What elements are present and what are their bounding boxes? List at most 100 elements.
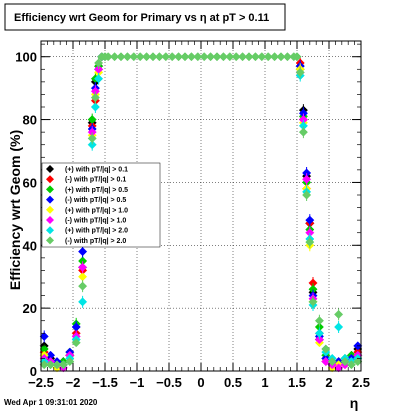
legend-marker: [46, 216, 54, 224]
data-point: [94, 74, 104, 84]
data-point: [314, 335, 324, 345]
data-point: [122, 52, 132, 62]
legend-label: (-) with pT/|q| > 1.0: [65, 218, 126, 225]
data-marks: [39, 52, 363, 373]
y-tick-label: 0: [30, 364, 37, 379]
legend-marker: [46, 175, 54, 184]
data-point: [167, 52, 177, 62]
x-tick-label: −2.5: [28, 375, 54, 390]
data-point: [212, 52, 222, 62]
legend-label: (-) with pT/|q| > 0.1: [65, 177, 126, 184]
axis-ticks: [40, 41, 362, 372]
data-point: [199, 52, 209, 62]
data-point: [180, 52, 190, 62]
data-point: [78, 281, 88, 291]
data-point: [174, 52, 184, 62]
legend-marker: [46, 185, 54, 194]
data-point: [65, 357, 75, 367]
data-point: [340, 357, 350, 367]
legend-items: (+) with pT/|q| > 0.1 (-) with pT/|q| > 0…: [46, 165, 128, 245]
y-axis-label: Efficiency wrt Geom (%): [7, 130, 23, 290]
data-point: [334, 322, 344, 332]
data-point: [90, 93, 100, 103]
data-point: [142, 52, 152, 62]
grid-lines: [41, 41, 361, 371]
data-point: [292, 52, 302, 62]
data-point: [154, 52, 164, 62]
data-point: [58, 360, 68, 370]
data-point: [244, 52, 254, 62]
legend-label: (+) with pT/|q| > 0.5: [65, 187, 128, 194]
x-tick-label: −0.5: [156, 375, 182, 390]
legend-label: (+) with pT/|q| > 0.1: [65, 167, 128, 174]
data-point: [90, 102, 100, 112]
legend-marker: [46, 226, 54, 235]
x-tick-label: 0: [197, 375, 204, 390]
data-point: [334, 363, 344, 373]
data-point: [282, 52, 292, 62]
y-tick-label: 100: [15, 50, 37, 65]
legend-marker: [46, 236, 54, 245]
data-point: [295, 67, 305, 77]
legend-box: [41, 162, 161, 248]
data-point: [308, 297, 318, 307]
data-point: [321, 344, 331, 354]
x-tick-label: 1: [261, 375, 268, 390]
data-point: [46, 360, 56, 370]
data-point: [305, 215, 315, 225]
x-tick-label: 2.5: [352, 375, 370, 390]
data-point: [346, 360, 356, 370]
title-box: [4, 3, 286, 31]
data-point: [276, 52, 286, 62]
data-point: [206, 52, 216, 62]
chart-title: Efficiency wrt Geom for Primary vs η at …: [14, 12, 269, 24]
data-point: [298, 127, 308, 137]
x-tick-label: 0.5: [224, 375, 242, 390]
data-point: [116, 52, 126, 62]
legend-marker: [46, 195, 54, 204]
y-tick-label: 40: [23, 238, 37, 253]
data-point: [257, 52, 267, 62]
y-tick-labels: 0 20 40 60 80 100: [15, 50, 37, 379]
data-point: [94, 58, 104, 68]
y-tick-label: 20: [23, 301, 37, 316]
legend-marker: [46, 205, 54, 214]
data-point: [71, 338, 81, 348]
x-tick-label: −1.5: [92, 375, 118, 390]
footer-timestamp: Wed Apr 1 09:31:01 2020: [4, 398, 98, 407]
data-point: [218, 52, 228, 62]
data-point: [78, 262, 88, 272]
legend-label: (-) with pT/|q| > 2.0: [65, 238, 126, 245]
data-point: [302, 190, 312, 200]
data-point: [263, 52, 273, 62]
legend: (+) with pT/|q| > 0.1 (-) with pT/|q| > 0…: [41, 162, 161, 248]
data-point: [314, 328, 324, 338]
data-point: [52, 360, 62, 370]
x-tick-label: −2: [66, 375, 81, 390]
data-point: [314, 316, 324, 326]
x-tick-labels: −2.5 −2 −1.5 −1 −0.5 0 0.5 1 1.5 2 2.5: [28, 375, 370, 390]
data-point: [231, 52, 241, 62]
y-tick-label: 80: [23, 113, 37, 128]
x-tick-label: 1.5: [288, 375, 306, 390]
legend-label: (+) with pT/|q| > 2.0: [65, 228, 128, 235]
data-point: [110, 52, 120, 62]
data-point: [78, 247, 88, 257]
data-point: [321, 357, 331, 367]
data-point: [327, 357, 337, 367]
legend-label: (-) with pT/|q| > 0.5: [65, 197, 126, 204]
legend-marker: [46, 165, 54, 173]
legend-label: (+) with pT/|q| > 1.0: [65, 207, 128, 214]
data-point: [305, 237, 315, 247]
data-point: [161, 52, 171, 62]
data-point: [186, 52, 196, 62]
data-point: [135, 52, 145, 62]
data-point: [302, 174, 312, 184]
data-point: [225, 52, 235, 62]
data-point: [87, 140, 97, 150]
data-point: [238, 52, 248, 62]
data-point: [270, 52, 280, 62]
data-point: [250, 52, 260, 62]
x-tick-label: −1: [130, 375, 145, 390]
data-point: [87, 133, 97, 143]
